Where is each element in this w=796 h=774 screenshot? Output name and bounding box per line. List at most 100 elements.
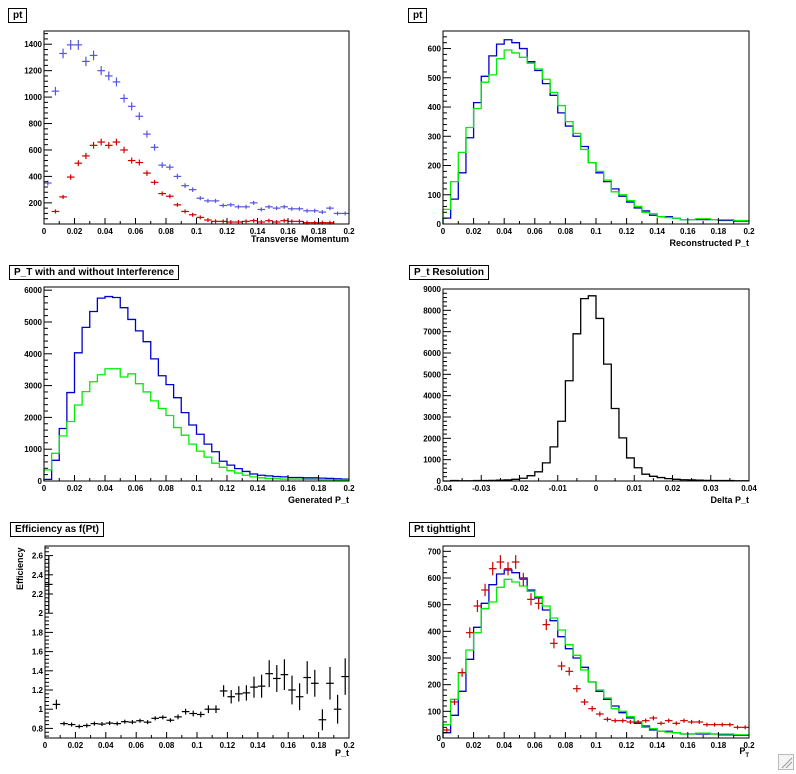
x-tick-label: 0.04 bbox=[97, 484, 113, 493]
x-tick-label: 0.12 bbox=[219, 484, 235, 493]
x-tick-label: 0.2 bbox=[343, 741, 355, 750]
title-efficiency: Efficiency as f(Pt) bbox=[10, 522, 104, 537]
x-tick-label: 0.14 bbox=[649, 741, 665, 750]
y-tick-label: 500 bbox=[428, 601, 442, 610]
x-tick-label: 0.16 bbox=[680, 227, 696, 236]
x-tick-label: 0.18 bbox=[311, 741, 327, 750]
xlabel-reconstructed-pt: Reconstructed P_t bbox=[669, 238, 749, 248]
x-tick-label: 0 bbox=[441, 741, 446, 750]
y-tick-label: 500 bbox=[428, 74, 442, 83]
x-tick-label: 0.08 bbox=[158, 227, 174, 236]
y-tick-label: 2000 bbox=[24, 413, 42, 422]
y-tick-label: 6000 bbox=[24, 286, 42, 295]
x-tick-label: 0 bbox=[43, 741, 48, 750]
x-tick-label: 0.18 bbox=[711, 227, 727, 236]
x-tick-label: 0.1 bbox=[191, 227, 203, 236]
y-tick-label: 3000 bbox=[24, 382, 42, 391]
x-tick-label: 0.14 bbox=[250, 484, 266, 493]
x-tick-label: 0.02 bbox=[68, 741, 84, 750]
y-tick-label: 0 bbox=[437, 477, 442, 486]
y-tick-label: 0 bbox=[437, 220, 442, 229]
y-tick-label: 400 bbox=[428, 103, 442, 112]
x-tick-label: 0.12 bbox=[619, 741, 635, 750]
y-tick-label: 9000 bbox=[423, 285, 441, 294]
x-tick-label: 0.08 bbox=[558, 227, 574, 236]
x-tick-label: 0.1 bbox=[191, 484, 203, 493]
y-tick-label: 100 bbox=[428, 191, 442, 200]
y-tick-label: 600 bbox=[428, 45, 442, 54]
x-tick-label: 0.2 bbox=[343, 227, 355, 236]
x-tick-label: 0.02 bbox=[466, 227, 482, 236]
y-tick-label: 200 bbox=[428, 162, 442, 171]
y-tick-label: 1 bbox=[39, 705, 44, 714]
x-tick-label: 0.12 bbox=[219, 227, 235, 236]
title-interference: P_T with and without Interference bbox=[9, 265, 180, 280]
y-tick-label: 400 bbox=[428, 627, 442, 636]
y-tick-label: 300 bbox=[428, 132, 442, 141]
x-tick-label: 0.12 bbox=[220, 741, 236, 750]
x-tick-label: 0 bbox=[42, 484, 47, 493]
xlabel-transverse-momentum: Transverse Momentum bbox=[250, 234, 349, 244]
histogram-tighttight-blue bbox=[442, 569, 749, 738]
x-tick-label: 0.03 bbox=[703, 484, 719, 493]
x-tick-label: 0.2 bbox=[743, 741, 755, 750]
x-tick-label: 0.18 bbox=[311, 227, 327, 236]
xlabel-pt-efficiency: P_t bbox=[334, 748, 349, 758]
y-tick-label: 1000 bbox=[24, 93, 42, 102]
title-resolution: P_t Resolution bbox=[409, 265, 490, 280]
x-tick-label: 0.08 bbox=[159, 741, 175, 750]
title-tighttight: Pt tighttight bbox=[409, 522, 476, 537]
x-tick-label: 0.04 bbox=[97, 227, 113, 236]
y-tick-label: 0 bbox=[437, 734, 442, 743]
resize-grip-icon[interactable] bbox=[778, 754, 794, 770]
x-tick-label: 0.18 bbox=[711, 741, 727, 750]
y-tick-label: 100 bbox=[428, 707, 442, 716]
y-tick-label: 5000 bbox=[423, 370, 441, 379]
x-tick-label: 0.2 bbox=[343, 484, 355, 493]
x-tick-label: 0.08 bbox=[558, 741, 574, 750]
y-tick-label: 0 bbox=[38, 477, 43, 486]
y-tick-label: 800 bbox=[29, 120, 43, 129]
x-tick-label: 0.02 bbox=[466, 741, 482, 750]
x-tick-label: -0.03 bbox=[472, 484, 491, 493]
y-tick-label: 2.4 bbox=[32, 571, 44, 580]
x-tick-label: 0.04 bbox=[741, 484, 757, 493]
x-tick-label: 0 bbox=[441, 227, 446, 236]
x-tick-label: 0.04 bbox=[496, 227, 512, 236]
x-tick-label: 0 bbox=[594, 484, 599, 493]
xlabel-p: P bbox=[739, 746, 746, 756]
x-tick-label: 0.16 bbox=[280, 741, 296, 750]
xlabel-delta-pt: Delta P_t bbox=[710, 495, 749, 505]
histogram-tighttight-green bbox=[442, 578, 749, 738]
x-tick-label: 0.1 bbox=[590, 741, 602, 750]
x-tick-label: 0.14 bbox=[250, 227, 266, 236]
y-tick-label: 1400 bbox=[24, 40, 42, 49]
x-tick-label: 0.14 bbox=[649, 227, 665, 236]
y-tick-label: 6000 bbox=[423, 349, 441, 358]
x-tick-label: 0.06 bbox=[527, 227, 543, 236]
x-tick-label: 0.01 bbox=[626, 484, 642, 493]
x-tick-label: 0.2 bbox=[743, 227, 755, 236]
x-tick-label: -0.01 bbox=[549, 484, 568, 493]
x-tick-label: 0.16 bbox=[680, 741, 696, 750]
x-tick-label: -0.04 bbox=[434, 484, 453, 493]
x-tick-label: 0 bbox=[42, 227, 47, 236]
y-tick-label: 1.2 bbox=[32, 686, 44, 695]
y-tick-label: 2000 bbox=[423, 434, 441, 443]
xlabel-pt-tighttight: PT bbox=[739, 746, 749, 759]
y-tick-label: 200 bbox=[29, 199, 43, 208]
y-tick-label: 0.8 bbox=[32, 724, 44, 733]
x-tick-label: -0.02 bbox=[510, 484, 529, 493]
y-tick-label: 4000 bbox=[24, 350, 42, 359]
y-tick-label: 4000 bbox=[423, 392, 441, 401]
x-tick-label: 0.04 bbox=[496, 741, 512, 750]
y-tick-label: 7000 bbox=[423, 328, 441, 337]
x-tick-label: 0.16 bbox=[280, 484, 296, 493]
y-tick-label: 5000 bbox=[24, 318, 42, 327]
x-tick-label: 0.18 bbox=[311, 484, 327, 493]
x-tick-label: 0.04 bbox=[98, 741, 114, 750]
y-tick-label: 600 bbox=[29, 146, 43, 155]
histogram-ptinterf-green bbox=[43, 368, 349, 481]
y-tick-label: 1000 bbox=[24, 445, 42, 454]
